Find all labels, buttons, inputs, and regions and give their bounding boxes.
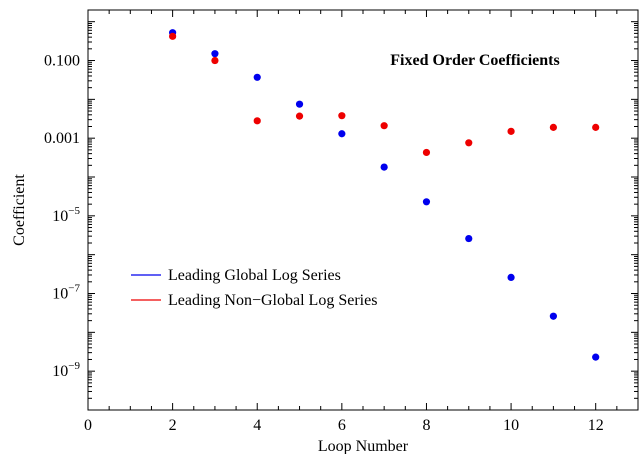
y-tick-label: 0.001 <box>44 130 80 147</box>
x-tick-labels: 0 2 4 6 8 10 12 <box>84 417 604 434</box>
global-log-point <box>380 163 388 171</box>
legend-label-non-global: Leading Non−Global Log Series <box>168 292 377 309</box>
global-log-point <box>592 353 600 361</box>
legend-label-global: Leading Global Log Series <box>168 267 341 284</box>
non-global-log-point <box>295 112 304 120</box>
plot-frame <box>87 9 639 411</box>
axis-ticks <box>87 9 639 411</box>
chart-title: Fixed Order Coefficients <box>390 52 559 69</box>
global-log-point <box>465 234 473 243</box>
x-tick-label: 10 <box>503 417 519 434</box>
non-global-log-point <box>253 117 261 125</box>
global-log-point <box>549 312 557 320</box>
y-tick-label: 10−7 <box>52 283 80 303</box>
global-log-point <box>507 273 515 281</box>
y-tick-label: 0.100 <box>44 53 80 70</box>
x-axis-title: Loop Number <box>318 438 409 454</box>
legend: Leading Global Log Series Leading Non−Gl… <box>131 267 377 309</box>
x-tick-label: 2 <box>169 417 177 434</box>
non-global-log-point <box>507 127 515 135</box>
non-global-log-point <box>211 56 219 65</box>
non-global-log-point <box>549 123 557 131</box>
data-points <box>169 29 600 361</box>
y-tick-labels: 0.100 0.001 10−5 10−7 10−9 <box>44 53 80 381</box>
y-tick-label: 10−9 <box>52 360 80 380</box>
non-global-log-point <box>380 122 388 130</box>
global-log-point <box>422 198 431 206</box>
y-axis-title: Coefficient <box>11 174 28 246</box>
non-global-log-point <box>592 123 600 131</box>
non-global-log-point <box>169 32 177 40</box>
x-tick-label: 12 <box>588 417 604 434</box>
x-tick-label: 8 <box>422 417 430 434</box>
x-tick-label: 0 <box>84 417 92 434</box>
non-global-log-point <box>465 139 473 147</box>
x-tick-label: 4 <box>253 417 261 434</box>
non-global-log-point <box>422 148 431 157</box>
non-global-log-point <box>338 112 346 120</box>
global-log-point <box>295 100 304 108</box>
global-log-point <box>338 130 346 138</box>
global-log-point <box>253 73 261 81</box>
x-tick-label: 6 <box>338 417 346 434</box>
y-tick-label: 10−5 <box>52 205 80 225</box>
global-log-point <box>211 50 219 58</box>
